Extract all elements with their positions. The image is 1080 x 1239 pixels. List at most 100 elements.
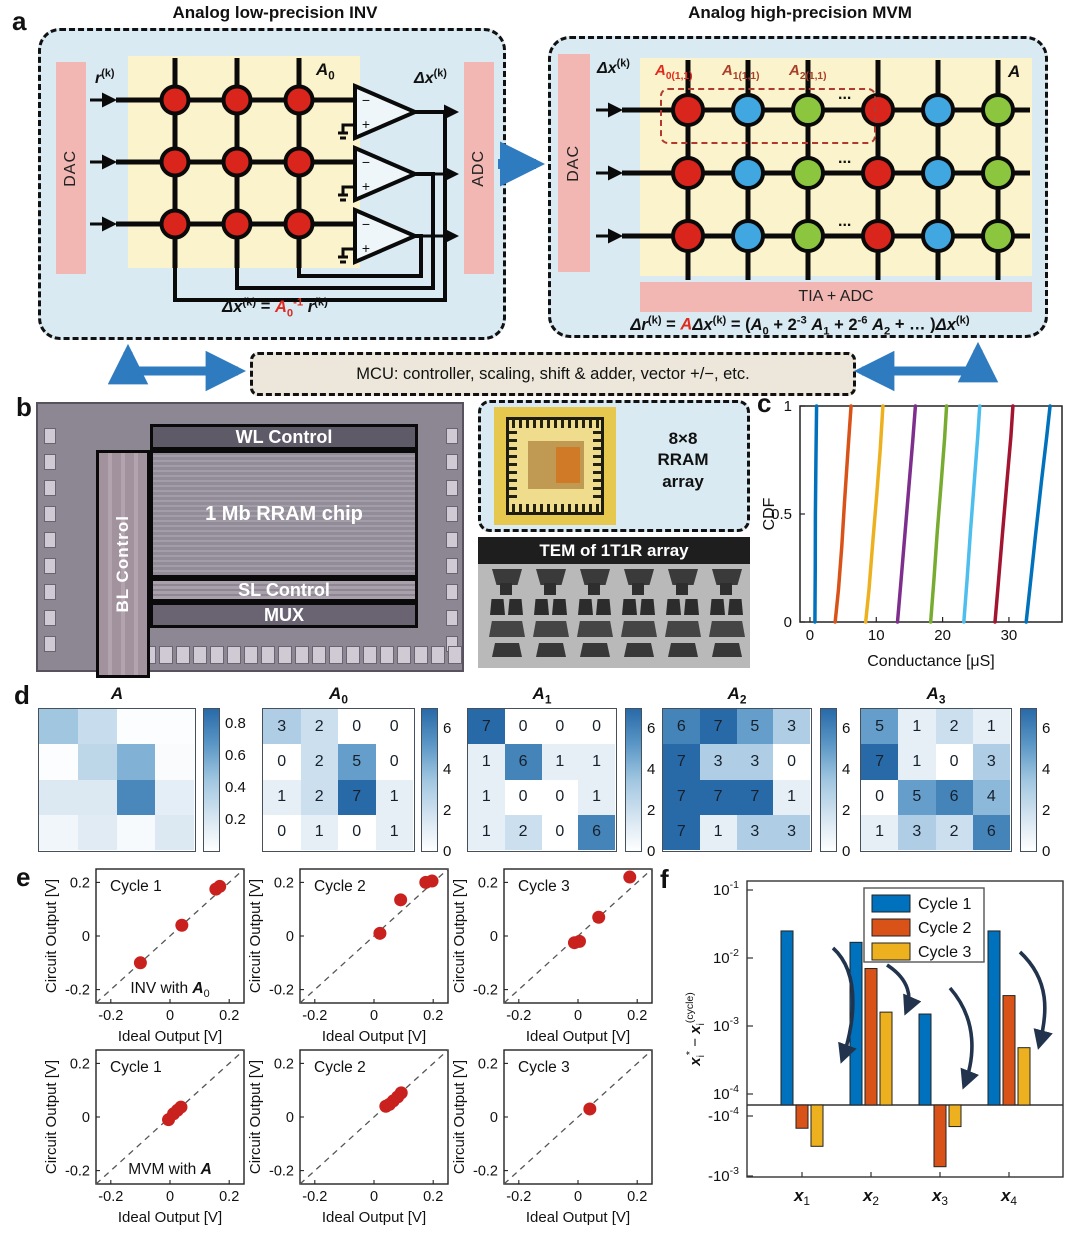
tem-structure: [712, 643, 742, 657]
bond-pad: [44, 610, 56, 626]
svg-text:Ideal Output [V]: Ideal Output [V]: [118, 1028, 222, 1045]
package-pin: [540, 419, 543, 428]
heatmap-cell: 7: [861, 744, 899, 780]
svg-text:10-4: 10-4: [713, 1083, 739, 1103]
bond-pad: [380, 646, 394, 664]
inv-dac-block: DAC: [56, 62, 86, 274]
bond-pad: [159, 646, 173, 664]
svg-text:0: 0: [82, 1110, 90, 1126]
svg-text:Circuit Output [V]: Circuit Output [V]: [247, 1060, 264, 1174]
bond-pad: [431, 646, 445, 664]
bond-pad: [363, 646, 377, 664]
inv-output-vector-label: Δx(k): [414, 68, 447, 88]
bond-pad: [397, 646, 411, 664]
heatmap-title: A1: [532, 684, 552, 707]
svg-text:0.2: 0.2: [219, 1008, 239, 1024]
heatmap-cell: 1: [541, 744, 579, 780]
package-die-region: [556, 447, 580, 483]
heatmap-cell: 0: [263, 814, 301, 850]
svg-text:0: 0: [574, 1008, 582, 1024]
package-pin: [512, 419, 515, 428]
tem-structure: [552, 599, 567, 615]
tem-structure: [536, 569, 566, 585]
svg-text:x1: x1: [793, 1186, 810, 1208]
heatmap-cell: 2: [935, 709, 973, 745]
tem-structure: [533, 621, 569, 637]
rram-array-label: 1 Mb RRAM chip: [205, 502, 363, 525]
svg-text:INV with A0: INV with A0: [130, 980, 209, 1000]
heatmap-cell: 0: [861, 779, 899, 815]
heatmap-cell: 7: [338, 779, 376, 815]
heatmap-cell: [116, 744, 156, 780]
heatmap-cell: 3: [898, 814, 936, 850]
package-pin: [508, 439, 517, 442]
panel-d-label: d: [14, 680, 30, 710]
heatmap-cell: 3: [736, 744, 774, 780]
svg-text:-0.2: -0.2: [269, 1164, 294, 1180]
heatmap-cell: 1: [861, 814, 899, 850]
heatmap-cell: [116, 709, 156, 745]
heatmap-cell: 1: [699, 814, 737, 850]
tem-structure: [588, 583, 600, 595]
tem-structure: [580, 569, 610, 585]
heatmap-cell: [155, 779, 194, 815]
svg-text:0: 0: [166, 1008, 174, 1024]
heatmap-cell: 5: [898, 779, 936, 815]
svg-text:0: 0: [370, 1008, 378, 1024]
package-pin: [533, 504, 536, 513]
bond-pad: [278, 646, 292, 664]
package-pin: [582, 504, 585, 513]
tem-structure: [544, 583, 556, 595]
package-pin: [593, 431, 602, 434]
bond-pad: [329, 646, 343, 664]
svg-text:-0.2: -0.2: [98, 1189, 123, 1205]
colorbar-tick-label: 0.6: [225, 747, 246, 764]
package-pin: [593, 439, 602, 442]
heatmap-cell: 7: [663, 779, 700, 815]
tem-structure: [676, 583, 688, 595]
heatmap-colorbar: [820, 708, 837, 852]
inv-adc-label: ADC: [470, 149, 487, 187]
mvm-input-vector-label: Δx(k): [597, 58, 630, 78]
mvm-slice-label-a1: A1(1,1): [722, 62, 760, 82]
heatmap-cell: 2: [504, 814, 542, 850]
heatmap-cell: 1: [578, 779, 615, 815]
heatmap-cell: 1: [375, 779, 413, 815]
scatter-plot: -0.2 -0.2 0 0 0.2 0.2 Cycle 3 Circuit Output [V…: [451, 1049, 653, 1226]
svg-text:0.5: 0.5: [771, 506, 792, 523]
package-pin: [582, 419, 585, 428]
bond-pad: [44, 636, 56, 652]
svg-text:-0.2: -0.2: [98, 1008, 123, 1024]
scatter-plot: -0.2 -0.2 0 0 0.2 0.2 Cycle 2 Circuit Output [V…: [247, 1049, 449, 1226]
bond-pad: [44, 506, 56, 522]
bond-pad: [44, 532, 56, 548]
heatmap-colorbar: [421, 708, 438, 852]
tem-structure: [640, 599, 655, 615]
scatter-plot: -0.2 -0.2 0 0 0.2 0.2 Cycle 2 Circuit Output [V…: [247, 868, 449, 1045]
bond-pad: [295, 646, 309, 664]
bond-pad: [446, 558, 458, 574]
svg-text:10: 10: [868, 627, 885, 644]
heatmap-cell: [155, 709, 194, 745]
inv-crossbar-area: [128, 56, 360, 268]
svg-text:Cycle 1: Cycle 1: [110, 878, 162, 895]
heatmap-cell: [77, 779, 117, 815]
heatmap-cell: 3: [699, 744, 737, 780]
mvm-slice-label-a2: A2(1,1): [789, 62, 827, 82]
mvm-dots-row2: ...: [838, 150, 852, 167]
bond-pad: [446, 454, 458, 470]
colorbar-tick-label: 0.4: [225, 779, 246, 796]
svg-text:1: 1: [784, 398, 792, 415]
heatmap-cell: [39, 744, 78, 780]
svg-text:Circuit Output [V]: Circuit Output [V]: [451, 1060, 468, 1174]
colorbar-tick-label: 0: [842, 843, 851, 860]
inv-input-vector-label: r(k): [95, 68, 115, 88]
svg-text:0: 0: [490, 929, 498, 945]
package-pin: [593, 487, 602, 490]
tem-structure: [710, 599, 725, 615]
heatmap-cell: 2: [935, 814, 973, 850]
package-pin: [508, 455, 517, 458]
inv-adc-block: ADC: [464, 62, 494, 274]
